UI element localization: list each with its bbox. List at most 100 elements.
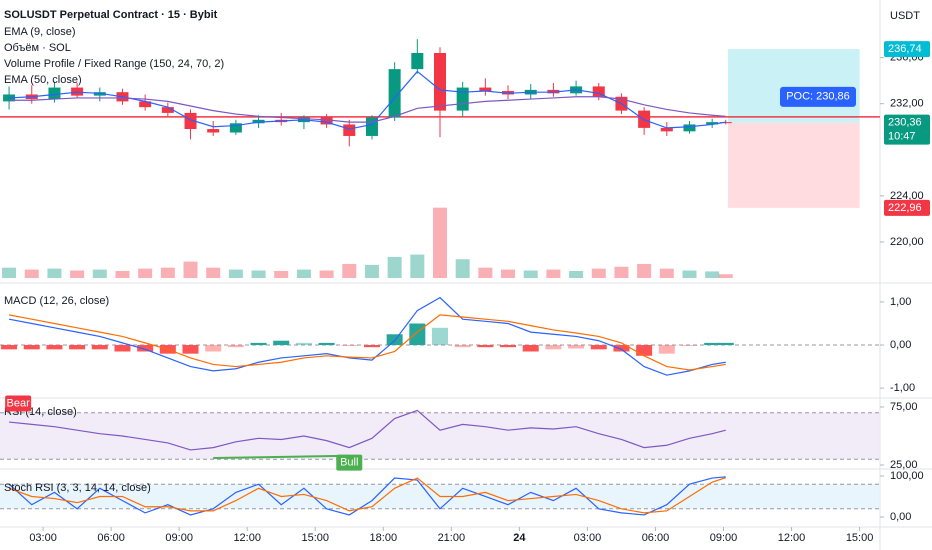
histogram-bar xyxy=(205,345,222,352)
volume-bar xyxy=(138,268,153,278)
volume-bar xyxy=(183,261,198,278)
volume-bar xyxy=(433,207,447,278)
y-tick-label: 25,00 xyxy=(890,459,918,471)
x-tick-label: 12:00 xyxy=(778,532,806,544)
histogram-bar xyxy=(545,345,562,350)
candle-body xyxy=(161,107,174,113)
volume-bar xyxy=(228,269,243,278)
y-tick-label: 0,00 xyxy=(890,511,911,523)
volume-bar xyxy=(319,270,334,278)
histogram-bar xyxy=(477,345,494,348)
histogram-bar xyxy=(568,345,585,349)
divergence-line xyxy=(213,454,350,460)
volume-bar xyxy=(637,263,652,278)
y-tick-label: 75,00 xyxy=(890,401,918,413)
candle-body xyxy=(343,124,356,136)
target-label: 236,74 xyxy=(888,43,922,55)
candle-body xyxy=(388,69,401,118)
entry-label: 230,36 xyxy=(888,116,922,128)
histogram-bar xyxy=(46,345,63,350)
volume-bar xyxy=(614,266,629,278)
candle-body xyxy=(139,101,152,108)
candle-body xyxy=(320,117,333,125)
y-tick-label: 100,00 xyxy=(890,470,924,482)
poc-callout xyxy=(780,86,856,107)
volume-bar xyxy=(682,270,697,278)
candle-body xyxy=(229,123,242,133)
volume-bar xyxy=(501,269,516,278)
signal-tag xyxy=(5,395,32,412)
histogram-bar xyxy=(137,345,154,352)
histogram-bar xyxy=(613,345,630,352)
histogram-bar xyxy=(658,345,675,354)
candle-body xyxy=(434,53,446,111)
histogram-bar xyxy=(636,345,653,356)
x-tick-label: 03:00 xyxy=(574,532,602,544)
signal-label: Bear xyxy=(7,397,31,409)
candle-body xyxy=(660,127,673,132)
stop-zone xyxy=(728,122,860,208)
histogram-bar xyxy=(91,345,108,350)
volume-bar xyxy=(455,259,470,278)
histogram-bar xyxy=(295,342,312,346)
x-tick-label: 09:00 xyxy=(710,532,738,544)
volume-bar xyxy=(478,267,493,278)
volume-bar xyxy=(296,269,311,278)
x-tick-label: 15:00 xyxy=(301,532,329,544)
candle-body xyxy=(706,122,719,125)
histogram-bar xyxy=(590,345,607,350)
poc-label: POC: 230,86 xyxy=(786,91,850,103)
volume-bar xyxy=(546,269,561,278)
indicator-line xyxy=(9,409,726,451)
stop-box xyxy=(884,199,930,216)
histogram-bar xyxy=(454,345,471,348)
legend-entry: Объём · SOL xyxy=(4,42,71,54)
volume-bar xyxy=(160,267,175,278)
histogram-bar xyxy=(227,345,244,348)
histogram-bar xyxy=(23,345,40,350)
histogram-bar xyxy=(114,345,131,352)
target-zone xyxy=(728,49,860,123)
volume-bar xyxy=(705,271,720,278)
x-tick-label: 12:00 xyxy=(233,532,261,544)
volume-bar xyxy=(523,270,538,278)
volume-bar xyxy=(47,268,62,278)
volume-bar xyxy=(659,268,674,278)
histogram-bar xyxy=(318,342,335,346)
histogram-bar xyxy=(704,342,721,346)
volume-bar xyxy=(591,268,606,278)
volume-bar xyxy=(364,264,379,278)
signal-tag xyxy=(336,454,363,471)
volume-bar xyxy=(2,267,17,278)
y-tick-label: 0,00 xyxy=(890,339,911,351)
y-tick-label: 224,00 xyxy=(890,190,924,202)
histogram-bar xyxy=(182,345,199,354)
histogram-bar xyxy=(409,323,426,346)
histogram-bar xyxy=(273,340,290,346)
x-tick-label: 18:00 xyxy=(370,532,398,544)
countdown: 10:47 xyxy=(888,130,916,142)
legend-entry: EMA (50, close) xyxy=(4,74,82,86)
histogram-bar xyxy=(386,334,403,346)
candle-body xyxy=(592,86,605,97)
pane-title: Stoch RSI (3, 3, 14, 14, close) xyxy=(4,482,151,494)
histogram-bar xyxy=(363,345,380,348)
indicator-line xyxy=(8,477,726,514)
y-tick-label: 220,00 xyxy=(890,236,924,248)
volume-bar xyxy=(206,267,221,278)
x-tick-label: 06:00 xyxy=(642,532,670,544)
histogram-bar xyxy=(522,345,539,352)
histogram-bar xyxy=(69,345,86,350)
stop-label: 222,96 xyxy=(888,202,922,214)
pane-title: SOLUSDT Perpetual Contract · 15 · Bybit xyxy=(4,9,218,21)
legend-entry: Volume Profile / Fixed Range (150, 24, 7… xyxy=(4,58,224,70)
histogram-bar xyxy=(432,327,448,346)
histogram-bar xyxy=(681,345,698,346)
candle-body xyxy=(184,112,197,130)
histogram-bar xyxy=(500,345,517,348)
target-box xyxy=(884,41,930,58)
y-tick-label: 1,00 xyxy=(890,296,911,308)
volume-bar xyxy=(569,270,584,278)
x-tick-label: 06:00 xyxy=(97,532,125,544)
